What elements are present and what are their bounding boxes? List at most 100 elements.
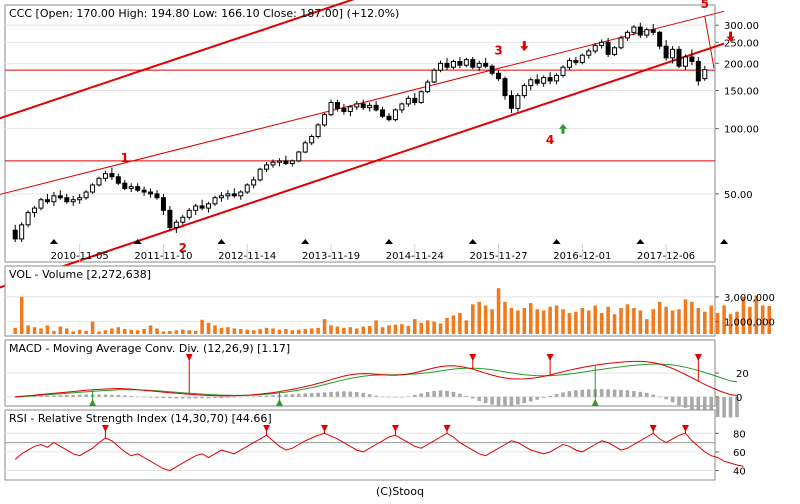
candle-down xyxy=(689,56,695,62)
macd-histogram-bar xyxy=(432,390,436,397)
volume-bar xyxy=(13,327,17,334)
macd-histogram-bar xyxy=(406,396,411,397)
candle-down xyxy=(605,41,611,55)
rsi-sell-marker-icon xyxy=(321,425,329,432)
candle-up xyxy=(38,199,44,209)
volume-bar xyxy=(110,328,114,334)
macd-histogram-bar xyxy=(632,390,636,397)
macd-histogram-bar xyxy=(696,396,701,413)
volume-bar xyxy=(380,327,385,334)
volume-bar xyxy=(696,308,701,334)
candle-up xyxy=(90,184,96,193)
macd-histogram-bar xyxy=(264,395,269,397)
volume-bar xyxy=(432,321,436,334)
volume-bar xyxy=(419,322,423,334)
macd-histogram-bar xyxy=(187,396,191,399)
volume-bar xyxy=(522,308,527,334)
macd-histogram-bar xyxy=(587,389,591,397)
macd-histogram-bar xyxy=(123,395,127,397)
candle-up xyxy=(173,221,179,228)
macd-histogram-bar xyxy=(226,396,230,398)
volume-bar xyxy=(741,296,746,334)
volume-bar xyxy=(155,328,159,334)
candle-down xyxy=(115,176,121,184)
candle-down xyxy=(496,72,502,80)
macd-histogram-bar xyxy=(709,396,713,417)
candle-up xyxy=(463,59,469,66)
candle-up xyxy=(289,160,295,165)
volume-bar xyxy=(342,327,346,334)
macd-histogram-bar xyxy=(413,394,417,397)
volume-bar xyxy=(187,330,191,334)
price-xtick-label: 2010-11-05 xyxy=(51,251,109,262)
volume-bar xyxy=(174,330,179,334)
price-xtick-label: 2013-11-19 xyxy=(302,251,360,262)
volume-bar xyxy=(483,305,488,334)
macd-chart-frame: 0 20 MACD - Moving Average Conv. Div. (12… xyxy=(4,339,749,418)
macd-histogram-bar xyxy=(496,396,501,406)
volume-bar xyxy=(587,310,591,334)
volume-bar xyxy=(200,319,204,334)
volume-bar xyxy=(393,324,398,334)
macd-histogram-bar xyxy=(522,396,527,404)
macd-histogram-bar xyxy=(329,391,333,397)
macd-histogram-bar xyxy=(554,394,559,397)
volume-bar xyxy=(477,301,481,334)
candle-up xyxy=(315,124,321,137)
volume-bar xyxy=(638,310,643,334)
macd-histogram-bar xyxy=(606,389,610,397)
volume-bar xyxy=(303,329,307,334)
candle-up xyxy=(238,191,244,197)
macd-histogram-bar xyxy=(677,396,681,406)
macd-histogram-bar xyxy=(316,392,320,397)
macd-histogram-bar xyxy=(148,396,153,398)
macd-histogram-bar xyxy=(290,394,295,397)
macd-histogram-bar xyxy=(722,396,726,418)
candle-up xyxy=(566,60,572,68)
candle-up xyxy=(682,56,688,67)
buy-arrow-icon xyxy=(559,123,567,134)
candle-up xyxy=(218,195,224,199)
candle-up xyxy=(225,193,231,197)
volume-bar xyxy=(445,317,449,334)
macd-histogram-bar xyxy=(458,393,462,397)
volume-bar xyxy=(264,327,269,334)
candle-down xyxy=(122,182,128,189)
volume-bar xyxy=(103,330,108,334)
candle-up xyxy=(624,31,630,39)
candle-down xyxy=(231,193,237,197)
volume-bar xyxy=(599,312,604,334)
candle-down xyxy=(637,26,643,36)
candle-down xyxy=(380,109,386,117)
candle-down xyxy=(676,48,682,67)
macd-histogram-bar xyxy=(599,389,604,397)
volume-bar xyxy=(361,326,365,334)
candle-up xyxy=(586,50,592,56)
macd-histogram-bar xyxy=(657,396,662,398)
candle-up xyxy=(392,109,398,121)
candle-down xyxy=(489,65,495,74)
volume-bar xyxy=(574,311,578,334)
volume-bar xyxy=(490,309,494,334)
macd-histogram-bar xyxy=(39,395,43,397)
macd-histogram-bar xyxy=(65,395,69,397)
candle-down xyxy=(135,186,141,191)
candle-up xyxy=(51,195,57,203)
period-marker-icon xyxy=(217,239,226,244)
volume-bar xyxy=(297,329,301,334)
macd-histogram-bar xyxy=(135,396,140,398)
rsi-ytick-label: 60 xyxy=(733,448,746,459)
candle-down xyxy=(483,62,489,67)
price-ytick-label: 100.00 xyxy=(724,125,759,136)
macd-histogram-bar xyxy=(464,395,469,397)
price-xtick-label: 2015-11-27 xyxy=(469,251,527,262)
macd-histogram-bar xyxy=(664,396,668,400)
candle-up xyxy=(270,161,276,166)
candle-up xyxy=(257,168,263,181)
volume-bar xyxy=(625,304,630,334)
volume-bar xyxy=(193,330,198,334)
macd-ytick-label: 0 xyxy=(736,393,742,404)
volume-bar xyxy=(142,329,146,334)
volume-bar xyxy=(277,329,282,334)
macd-histogram-bar xyxy=(690,396,694,411)
